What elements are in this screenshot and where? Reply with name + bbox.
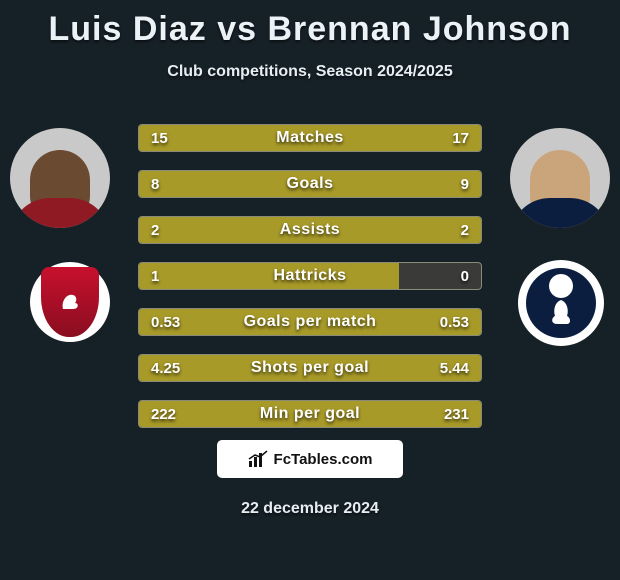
stat-value-left: 8: [139, 171, 171, 197]
stat-value-right: 0: [449, 263, 481, 289]
stat-value-right: 231: [432, 401, 481, 427]
stat-row: Matches15 17: [138, 124, 482, 152]
stat-value-right: 5.44: [428, 355, 481, 381]
stat-value-right: 17: [440, 125, 481, 151]
chart-icon: [248, 450, 268, 468]
stat-label: Min per goal: [139, 401, 481, 427]
stat-value-right: 9: [449, 171, 481, 197]
footer-text: FcTables.com: [274, 451, 373, 468]
stat-label: Matches: [139, 125, 481, 151]
footer-badge: FcTables.com: [217, 440, 403, 478]
club-badge-left: [30, 262, 110, 342]
stat-bars: Matches15 17 Goals8 9 Assists2 2 Hattricks1 0 Go…: [138, 124, 482, 446]
stat-row: Hattricks1 0: [138, 262, 482, 290]
stat-value-left: 0.53: [139, 309, 192, 335]
stat-value-right: 2: [449, 217, 481, 243]
stat-value-left: 222: [139, 401, 188, 427]
stat-value-left: 1: [139, 263, 171, 289]
stat-label: Goals: [139, 171, 481, 197]
date-text: 22 december 2024: [0, 500, 620, 518]
club-badge-right: [518, 260, 604, 346]
stat-value-left: 2: [139, 217, 171, 243]
stat-value-left: 15: [139, 125, 180, 151]
stat-row: Min per goal222 231: [138, 400, 482, 428]
stat-row: Assists2 2: [138, 216, 482, 244]
stat-row: Shots per goal4.255.44: [138, 354, 482, 382]
subtitle: Club competitions, Season 2024/2025: [0, 63, 620, 81]
stat-row: Goals8 9: [138, 170, 482, 198]
liverbird-icon: [55, 287, 85, 317]
stat-label: Assists: [139, 217, 481, 243]
page-title: Luis Diaz vs Brennan Johnson: [0, 0, 620, 49]
player-avatar-right: [510, 128, 610, 228]
stat-label: Hattricks: [139, 263, 481, 289]
cockerel-icon: [539, 290, 583, 334]
stat-row: Goals per match0.530.53: [138, 308, 482, 336]
stat-value-left: 4.25: [139, 355, 192, 381]
stat-value-right: 0.53: [428, 309, 481, 335]
player-avatar-left: [10, 128, 110, 228]
